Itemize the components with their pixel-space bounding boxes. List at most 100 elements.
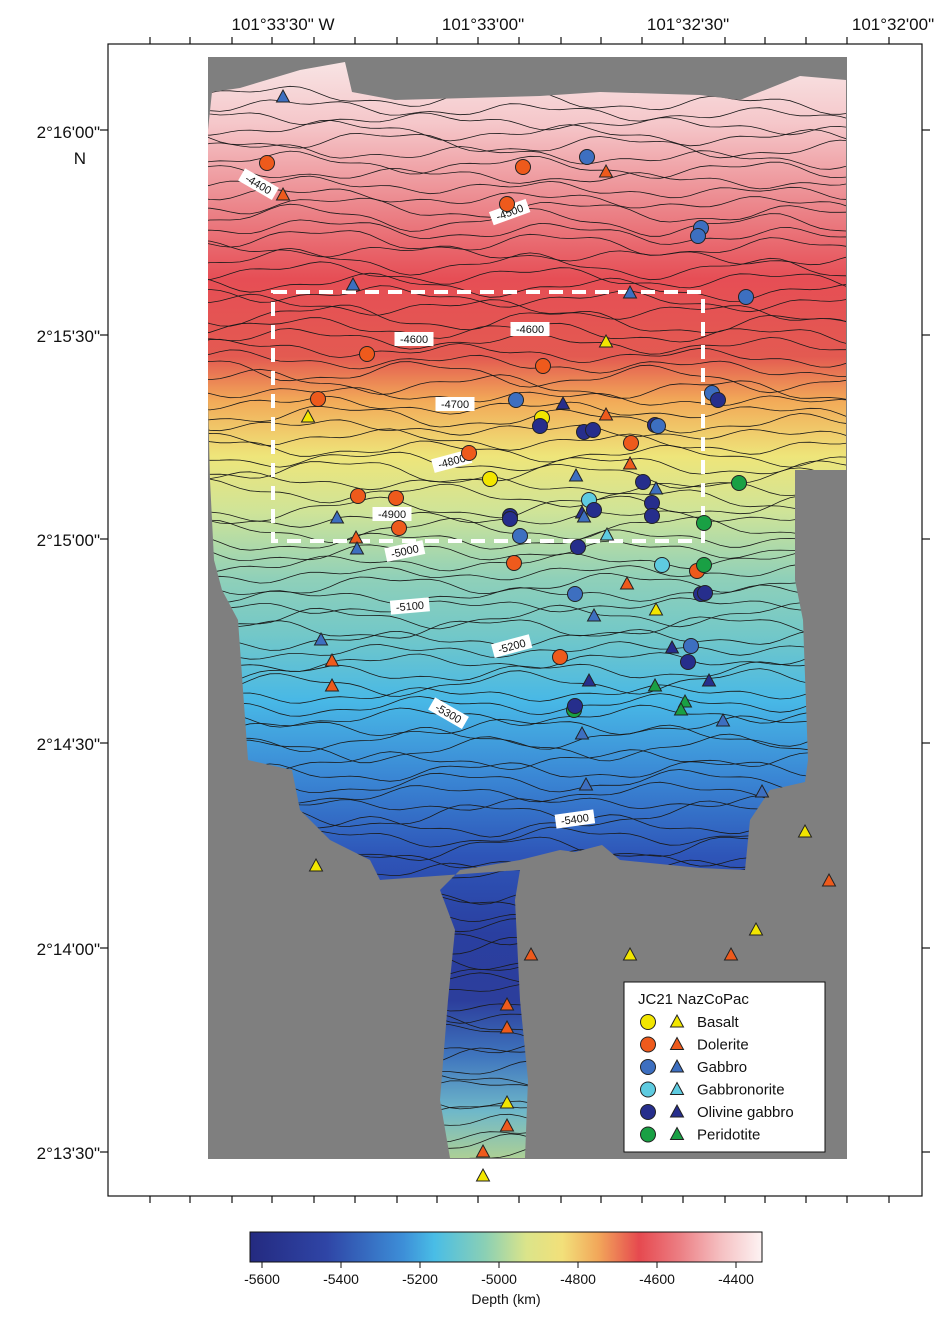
lat-label-2: 2°15'30": [37, 327, 100, 346]
legend-circle-swatch: [640, 1014, 656, 1030]
contour-label: -4600: [394, 332, 434, 346]
sample-circle-marker: [579, 149, 595, 165]
sample-circle-marker: [696, 557, 712, 573]
contour-line: [208, 338, 846, 368]
contour-line: [208, 119, 846, 147]
contour-line: [208, 368, 846, 402]
legend-title: JC21 NazCoPac: [638, 991, 749, 1008]
sample-triangle-marker: [586, 607, 602, 622]
colorbar-tick-6: -4600: [639, 1271, 675, 1287]
contour-line: [208, 508, 846, 528]
sample-triangle-marker: [748, 921, 764, 936]
sample-circle-marker: [644, 508, 660, 524]
sample-triangle-marker: [754, 783, 770, 798]
contour-line: [208, 304, 846, 334]
study-area-box: [271, 290, 705, 543]
contour-line: [208, 150, 846, 179]
contour-line: [208, 240, 846, 266]
sample-circle-marker: [350, 488, 366, 504]
contour-line: [208, 188, 846, 212]
sample-circle-marker: [515, 159, 531, 175]
sample-circle-marker: [499, 196, 515, 212]
contour-line: [208, 165, 846, 190]
sample-triangle-marker: [499, 1117, 515, 1132]
sample-triangle-marker: [349, 540, 365, 555]
contour-line: [208, 387, 846, 407]
sample-triangle-marker: [499, 996, 515, 1011]
contour-line: [208, 800, 846, 827]
sample-circle-marker: [690, 228, 706, 244]
svg-text:-5400: -5400: [560, 812, 590, 828]
sample-triangle-marker: [300, 408, 316, 423]
sample-triangle-marker: [723, 946, 739, 961]
contour-line: [208, 247, 846, 281]
frame-ticks: [100, 37, 930, 1203]
contour-line: [208, 451, 846, 475]
sample-circle-marker: [508, 392, 524, 408]
depth-colorbar: -5600 -5400 -5200 -5000 -4800 -4600 -440…: [244, 1231, 763, 1307]
contour-line: [208, 516, 846, 544]
sample-triangle-marker: [313, 631, 329, 646]
legend-triangle-swatch: [669, 1081, 685, 1095]
sample-circle-marker: [570, 539, 586, 555]
contour-label: -4600: [510, 322, 550, 336]
sample-circle-marker: [388, 490, 404, 506]
legend-circle-swatch: [640, 1059, 656, 1075]
sample-triangle-marker: [275, 88, 291, 103]
sample-circle-marker: [552, 649, 568, 665]
contour-line: [208, 684, 846, 704]
contour-label: -4900: [372, 507, 412, 521]
sample-triangle-marker: [324, 677, 340, 692]
sample-triangle-marker: [523, 946, 539, 961]
contour-line: [208, 461, 846, 489]
sample-circle-marker: [650, 418, 666, 434]
contour-line: [208, 794, 846, 814]
sample-triangle-marker: [664, 639, 680, 654]
sample-triangle-marker: [578, 776, 594, 791]
contour-line: [208, 733, 846, 764]
sample-triangle-marker: [275, 186, 291, 201]
contour-line: [208, 602, 846, 631]
sample-circle-marker: [697, 585, 713, 601]
sample-circle-marker: [586, 502, 602, 518]
svg-text:-5000: -5000: [390, 543, 420, 561]
contour-line: [208, 650, 846, 672]
sample-triangle-marker: [598, 163, 614, 178]
contour-line: [208, 537, 846, 562]
sample-triangle-marker: [475, 1143, 491, 1158]
lon-label-4: 101°32'00": [852, 15, 934, 34]
svg-text:-4600: -4600: [400, 334, 428, 346]
sample-triangle-marker: [648, 480, 664, 495]
contour-line: [208, 704, 846, 728]
sample-triangle-marker: [673, 701, 689, 716]
sample-circle-marker: [738, 289, 754, 305]
sample-circle-marker: [535, 358, 551, 374]
contour-line: [208, 563, 846, 584]
sample-triangle-marker: [648, 601, 664, 616]
sample-triangle-marker: [581, 672, 597, 687]
contour-line: [208, 133, 846, 159]
contour-line: [208, 550, 846, 574]
contour-line: [208, 715, 846, 739]
legend-label: Dolerite: [697, 1037, 749, 1054]
sample-circle-marker: [585, 422, 601, 438]
colorbar-tick-7: -4400: [718, 1271, 754, 1287]
contour-line: [208, 471, 846, 498]
legend-circle-swatch: [640, 1126, 656, 1143]
sample-circle-marker: [502, 511, 518, 527]
legend-triangle-swatch: [669, 1036, 685, 1050]
sample-triangle-marker: [574, 725, 590, 740]
map-frame: [107, 43, 923, 1197]
sample-triangle-marker: [345, 276, 361, 291]
sample-triangle-marker: [568, 467, 584, 482]
colorbar-tick-2: -5400: [323, 1271, 359, 1287]
sample-triangle-marker: [475, 1167, 491, 1182]
sample-triangle-marker: [821, 872, 837, 887]
sample-triangle-marker: [576, 508, 592, 523]
legend-circle-swatch: [640, 1104, 656, 1120]
contour-line: [208, 761, 846, 782]
sample-circle-marker: [512, 528, 528, 544]
legend-label: Gabbronorite: [697, 1082, 785, 1099]
sample-triangle-marker: [647, 677, 663, 692]
contour-line: [208, 293, 846, 324]
